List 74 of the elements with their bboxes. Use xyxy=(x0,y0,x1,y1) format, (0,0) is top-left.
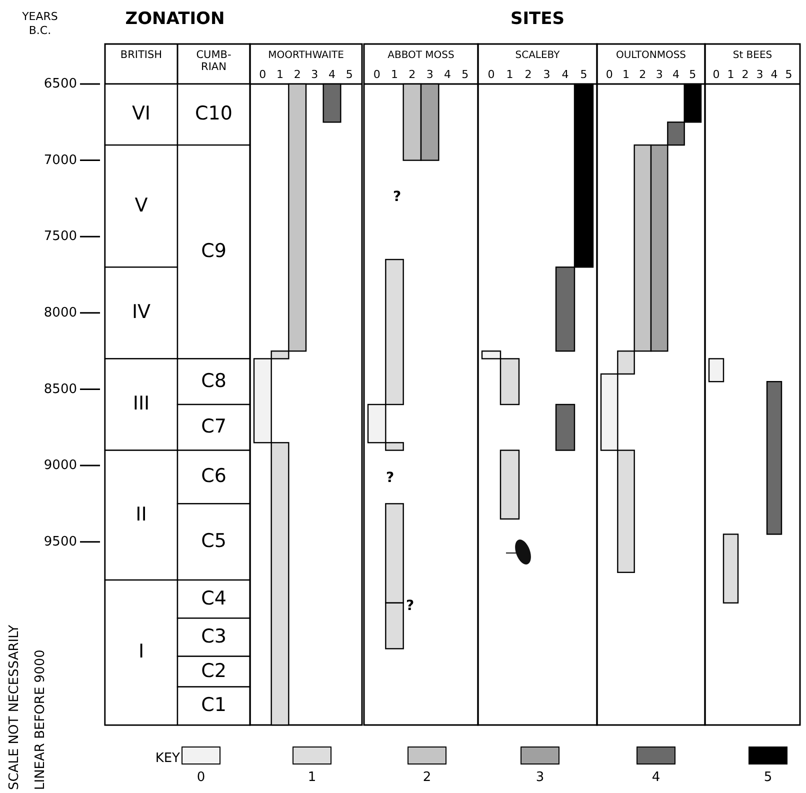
data-label: C9 xyxy=(201,240,226,262)
x-tick-label: 5 xyxy=(346,68,353,81)
data-label: III xyxy=(132,392,150,415)
x-tick-label: 2 xyxy=(408,68,416,81)
x-tick-label: 4 xyxy=(672,68,680,81)
chart-title: ZONATION xyxy=(125,9,225,29)
x-tick-label: 4 xyxy=(770,68,778,81)
x-tick-label: 5 xyxy=(689,68,696,81)
legend-title: KEY xyxy=(155,751,180,766)
x-tick-label: 0 xyxy=(712,68,720,81)
data-label: C5 xyxy=(201,530,226,552)
x-tick-label: 2 xyxy=(742,68,749,81)
x-tick-label: 1 xyxy=(622,68,630,81)
data-label: C6 xyxy=(201,465,226,488)
legend-label: 4 xyxy=(652,770,660,785)
data-label: C1 xyxy=(201,694,226,716)
x-tick-label: 5 xyxy=(462,68,469,81)
y-tick-label: 6500 xyxy=(44,76,77,92)
legend-label: 0 xyxy=(196,770,206,785)
x-tick-label: 3 xyxy=(426,68,434,81)
y-tick-label: 7000 xyxy=(44,152,77,168)
x-tick-label: 0 xyxy=(259,68,266,81)
y-axis-title: YEARS B.C. xyxy=(21,10,58,37)
x-tick-label: 0 xyxy=(606,68,613,81)
x-tick-label: 0 xyxy=(488,68,495,81)
data-label: C8 xyxy=(201,370,226,392)
x-tick-label: 5 xyxy=(580,68,588,81)
x-tick-label: CUMB-RIAN xyxy=(196,49,232,73)
x-tick-label: 4 xyxy=(328,68,336,81)
y-tick-label: 8500 xyxy=(44,382,77,397)
x-tick-label: 1 xyxy=(276,68,284,81)
x-tick-label: 1 xyxy=(391,68,398,81)
annotation: ? xyxy=(406,598,414,614)
x-tick-label: BRITISH xyxy=(120,49,162,61)
data-label: C4 xyxy=(201,587,226,610)
legend-label: 1 xyxy=(308,770,316,785)
data-label: I xyxy=(138,640,144,663)
x-tick-label: 3 xyxy=(311,68,318,81)
legend-label: 5 xyxy=(764,770,772,785)
annotation: ? xyxy=(392,188,402,205)
chart-title: OULTONMOSS xyxy=(616,50,686,61)
text: SCALE NOT NECESSARILY LINEAR BEFORE 9000 xyxy=(7,624,48,790)
chart-title: MOORTHWAITE xyxy=(268,50,344,61)
x-tick-label: 2 xyxy=(639,68,646,81)
chart-title: ABBOT MOSS xyxy=(388,50,454,61)
chart-title: SCALEBY xyxy=(515,50,561,61)
y-tick-label: 9500 xyxy=(44,534,77,550)
chart-title: St BEES xyxy=(732,50,772,61)
text: SITES xyxy=(510,9,565,29)
data-label: C7 xyxy=(201,416,226,438)
data-label: C10 xyxy=(195,102,232,125)
x-tick-label: 4 xyxy=(562,68,569,81)
data-label: V xyxy=(134,194,148,216)
data-label: IV xyxy=(132,301,151,324)
legend-label: 3 xyxy=(536,770,544,785)
x-tick-label: 3 xyxy=(543,68,550,81)
x-tick-label: 2 xyxy=(524,68,532,81)
x-tick-label: 4 xyxy=(444,68,451,81)
x-tick-label: 0 xyxy=(373,68,380,81)
x-tick-label: 3 xyxy=(656,68,663,81)
y-tick-label: 7500 xyxy=(44,229,77,244)
x-tick-label: 1 xyxy=(506,68,514,81)
data-label: VI xyxy=(132,102,151,125)
x-tick-label: 5 xyxy=(785,68,792,81)
x-tick-label: 3 xyxy=(756,68,764,81)
data-label: C2 xyxy=(201,660,226,682)
y-tick-label: 9000 xyxy=(44,458,77,474)
annotation: ? xyxy=(386,470,394,486)
data-label: C3 xyxy=(201,625,226,648)
data-label: II xyxy=(136,503,147,526)
y-tick-label: 8000 xyxy=(44,305,77,320)
x-tick-label: 1 xyxy=(727,68,734,81)
x-tick-label: 2 xyxy=(294,68,301,81)
legend-label: 2 xyxy=(422,770,432,785)
